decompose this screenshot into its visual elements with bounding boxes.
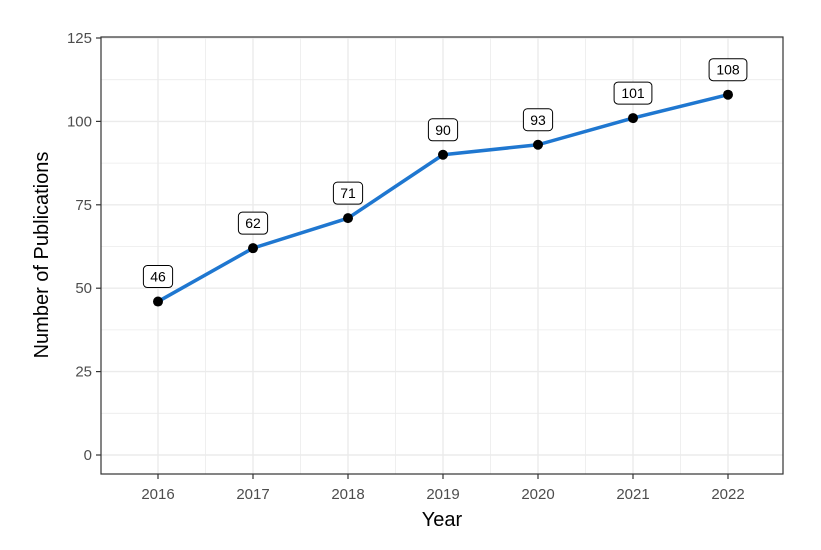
data-label: 90	[435, 122, 451, 138]
data-label: 101	[621, 85, 645, 101]
data-point	[723, 89, 733, 100]
data-point	[153, 296, 163, 307]
y-tick-label: 50	[75, 280, 92, 297]
data-label-box	[332, 181, 364, 205]
x-tick-label: 2016	[141, 486, 174, 503]
data-label-box	[427, 118, 459, 142]
x-axis-title: Year	[422, 509, 463, 531]
data-label: 71	[340, 185, 356, 201]
x-tick-label: 2018	[331, 486, 364, 503]
y-tick-label: 125	[67, 30, 92, 47]
data-label-box	[708, 58, 748, 82]
data-point	[248, 243, 258, 254]
data-label-box	[522, 108, 554, 132]
data-label: 46	[150, 269, 166, 285]
data-label: 62	[245, 215, 261, 231]
x-tick-label: 2017	[236, 486, 269, 503]
data-point	[438, 149, 448, 160]
data-label-box	[613, 81, 653, 105]
y-axis-title: Number of Publications	[31, 152, 53, 359]
x-tick-label: 2019	[426, 486, 459, 503]
y-tick-label: 0	[84, 447, 92, 464]
data-label-box	[237, 211, 269, 235]
data-label: 93	[530, 112, 546, 128]
y-tick-label: 25	[75, 364, 92, 381]
x-tick-label: 2022	[711, 486, 744, 503]
x-tick-label: 2021	[616, 486, 649, 503]
data-label-box	[142, 265, 174, 289]
y-tick-label: 75	[75, 197, 92, 214]
x-tick-label: 2020	[521, 486, 554, 503]
data-label: 108	[716, 62, 740, 78]
plot-panel-border	[100, 36, 784, 475]
axes: 0 25 50 75 100 125 2016 2017 2018 2019 2020 2021 202…	[67, 30, 745, 503]
data-point	[628, 113, 638, 124]
data-labels: 46 62 71 90 93 101 108	[142, 58, 748, 289]
series-publications	[153, 89, 733, 307]
data-point	[533, 139, 543, 150]
data-point	[343, 213, 353, 224]
grid-lines	[101, 37, 783, 474]
y-tick-label: 100	[67, 113, 92, 130]
